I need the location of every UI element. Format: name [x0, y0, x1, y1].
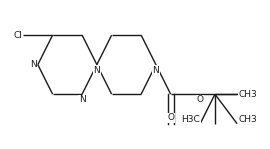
Text: O: O — [197, 95, 204, 104]
Text: Cl: Cl — [14, 31, 22, 40]
Text: N: N — [153, 66, 159, 75]
Text: N: N — [93, 66, 100, 75]
Text: O: O — [167, 114, 174, 122]
Text: H3C: H3C — [181, 115, 200, 124]
Text: N: N — [30, 60, 37, 69]
Text: N: N — [79, 95, 86, 104]
Text: CH3: CH3 — [238, 115, 257, 124]
Text: CH3: CH3 — [238, 90, 257, 99]
